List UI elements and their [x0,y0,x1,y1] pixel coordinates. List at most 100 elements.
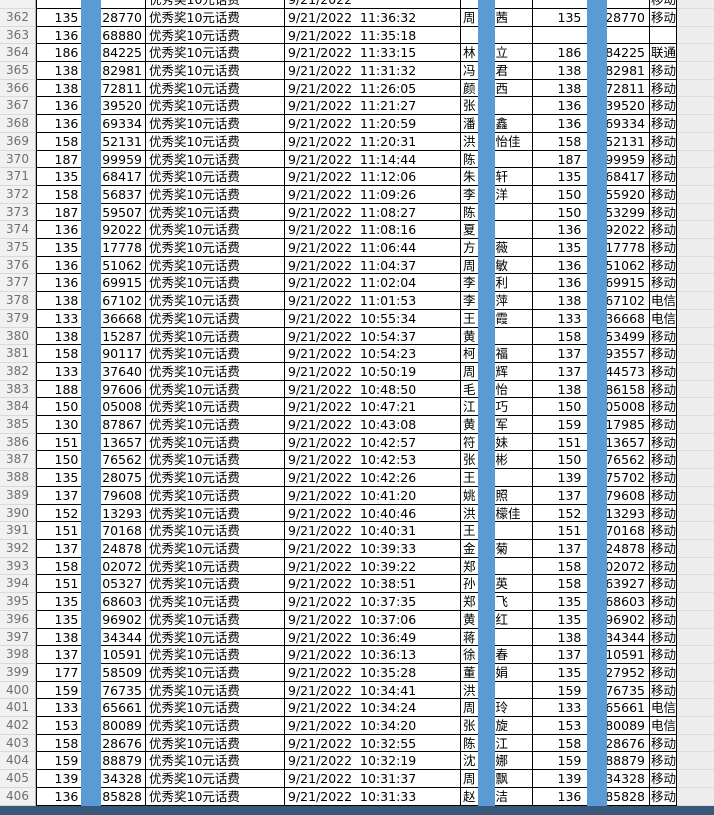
name-cell[interactable]: 蒋 [461,628,533,647]
prize-cell[interactable]: 优秀奖10元话费 [146,309,285,328]
datetime-cell[interactable]: 9/21/2022 10:48:50 [285,380,461,399]
carrier-cell[interactable]: 移动 [650,203,677,222]
prize-cell[interactable]: 优秀奖10元话费 [146,256,285,275]
carrier-cell[interactable]: 联通 [650,44,677,63]
prize-cell[interactable]: 优秀奖10元话费 [146,522,285,540]
phone-a-cell[interactable]: 13600039520 [36,97,146,116]
prize-cell[interactable]: 优秀奖10元话费 [146,0,285,9]
row-header-cell[interactable]: 396 [0,610,36,629]
phone-a-cell[interactable]: 13600085828 [36,787,146,806]
row-header-cell[interactable]: 388 [0,469,36,487]
datetime-cell[interactable]: 9/21/2022 10:32:19 [285,752,461,771]
name-cell[interactable]: 洪怡佳 [461,132,533,151]
name-cell[interactable]: 张彬 [461,451,533,470]
prize-cell[interactable]: 优秀奖10元话费 [146,663,285,682]
prize-cell[interactable]: 优秀奖10元话费 [146,185,285,204]
name-cell[interactable]: 周辉 [461,362,533,381]
name-cell[interactable]: 王 [461,469,533,487]
prize-cell[interactable]: 优秀奖10元话费 [146,221,285,240]
row-header-cell[interactable]: 390 [0,504,36,523]
row-header-cell[interactable]: 377 [0,274,36,293]
row-header-cell[interactable]: 387 [0,451,36,470]
carrier-cell[interactable]: 移动 [650,362,677,381]
prize-cell[interactable]: 优秀奖10元话费 [146,451,285,470]
carrier-cell[interactable]: 电信 [650,699,677,718]
name-cell[interactable]: 徐春 [461,646,533,664]
name-cell[interactable]: 董娟 [461,663,533,682]
prize-cell[interactable]: 优秀奖10元话费 [146,203,285,222]
datetime-cell[interactable]: 9/21/2022 10:37:06 [285,610,461,629]
prize-cell[interactable]: 优秀奖10元话费 [146,557,285,576]
name-cell[interactable]: 赵洁 [461,787,533,806]
prize-cell[interactable]: 优秀奖10元话费 [146,362,285,381]
carrier-cell[interactable]: 移动 [650,79,677,98]
datetime-cell[interactable]: 9/21/2022 11:01:53 [285,292,461,310]
row-header-cell[interactable]: 362 [0,8,36,27]
carrier-cell[interactable]: 移动 [650,398,677,417]
row-header-cell[interactable]: 367 [0,97,36,116]
row-header-cell[interactable]: 395 [0,593,36,611]
carrier-cell[interactable]: 移动 [650,168,677,186]
row-header-cell[interactable]: 401 [0,699,36,718]
carrier-cell[interactable]: 移动 [650,681,677,700]
row-header-cell[interactable]: 382 [0,362,36,381]
datetime-cell[interactable]: 9/21/2022 10:35:28 [285,663,461,682]
name-cell[interactable]: 黄红 [461,610,533,629]
prize-cell[interactable]: 优秀奖10元话费 [146,44,285,63]
datetime-cell[interactable]: 9/21/2022 10:42:53 [285,451,461,470]
name-cell[interactable]: 李萍 [461,292,533,310]
carrier-cell[interactable]: 移动 [650,274,677,293]
name-cell[interactable]: 李洋 [461,185,533,204]
name-cell[interactable]: 周玲 [461,699,533,718]
row-header-cell[interactable]: 368 [0,115,36,133]
phone-b-cell[interactable]: 15300080089 [533,717,650,735]
carrier-cell[interactable]: 移动 [650,575,677,594]
datetime-cell[interactable]: 9/21/2022 10:32:55 [285,734,461,753]
name-cell[interactable]: 郑飞 [461,593,533,611]
row-header-cell[interactable]: 405 [0,770,36,788]
name-cell[interactable]: 方薇 [461,239,533,257]
prize-cell[interactable]: 优秀奖10元话费 [146,62,285,80]
prize-cell[interactable]: 优秀奖10元话费 [146,327,285,346]
row-header-cell[interactable]: 372 [0,185,36,204]
carrier-cell[interactable]: 移动 [650,185,677,204]
name-cell[interactable]: 潘鑫 [461,115,533,133]
datetime-cell[interactable]: 9/21/2022 11:12:06 [285,168,461,186]
name-cell[interactable]: 颜西 [461,79,533,98]
phone-b-cell[interactable]: 13500017778 [533,239,650,257]
prize-cell[interactable]: 优秀奖10元话费 [146,380,285,399]
name-cell[interactable]: 王霞 [461,309,533,328]
prize-cell[interactable]: 优秀奖10元话费 [146,699,285,718]
datetime-cell[interactable]: 9/21/2022 10:40:31 [285,522,461,540]
datetime-cell[interactable]: 9/21/2022 11:20:59 [285,115,461,133]
datetime-cell[interactable]: 9/21/2022 11:04:37 [285,256,461,275]
carrier-cell[interactable] [650,26,677,45]
datetime-cell[interactable]: 9/21/2022 11:20:31 [285,132,461,151]
prize-cell[interactable]: 优秀奖10元话费 [146,79,285,98]
datetime-cell[interactable]: 9/21/2022 10:36:13 [285,646,461,664]
datetime-cell[interactable]: 9/21/2022 10:40:46 [285,504,461,523]
carrier-cell[interactable]: 移动 [650,221,677,240]
carrier-cell[interactable]: 移动 [650,115,677,133]
row-header-cell[interactable]: 373 [0,203,36,222]
row-header-cell[interactable]: 363 [0,26,36,45]
name-cell[interactable]: 沈娜 [461,752,533,771]
phone-b-cell[interactable]: 15800053499 [533,327,650,346]
prize-cell[interactable]: 优秀奖10元话费 [146,398,285,417]
carrier-cell[interactable]: 移动 [650,62,677,80]
prize-cell[interactable]: 优秀奖10元话费 [146,115,285,133]
datetime-cell[interactable]: 9/21/2022 10:34:24 [285,699,461,718]
carrier-cell[interactable]: 移动 [650,752,677,771]
datetime-cell[interactable]: 9/21/2022 10:41:20 [285,486,461,505]
datetime-cell[interactable]: 9/21/2022 11:33:15 [285,44,461,63]
row-header-cell[interactable]: 392 [0,540,36,558]
prize-cell[interactable]: 优秀奖10元话费 [146,628,285,647]
carrier-cell[interactable]: 移动 [650,522,677,540]
row-header-cell[interactable]: 365 [0,62,36,80]
carrier-cell[interactable]: 移动 [650,150,677,169]
carrier-cell[interactable]: 移动 [650,345,677,363]
datetime-cell[interactable]: 9/21/2022 11:09:26 [285,185,461,204]
name-cell[interactable]: 洪檬佳 [461,504,533,523]
prize-cell[interactable]: 优秀奖10元话费 [146,787,285,806]
datetime-cell[interactable]: 9/21/2022 10:37:35 [285,593,461,611]
